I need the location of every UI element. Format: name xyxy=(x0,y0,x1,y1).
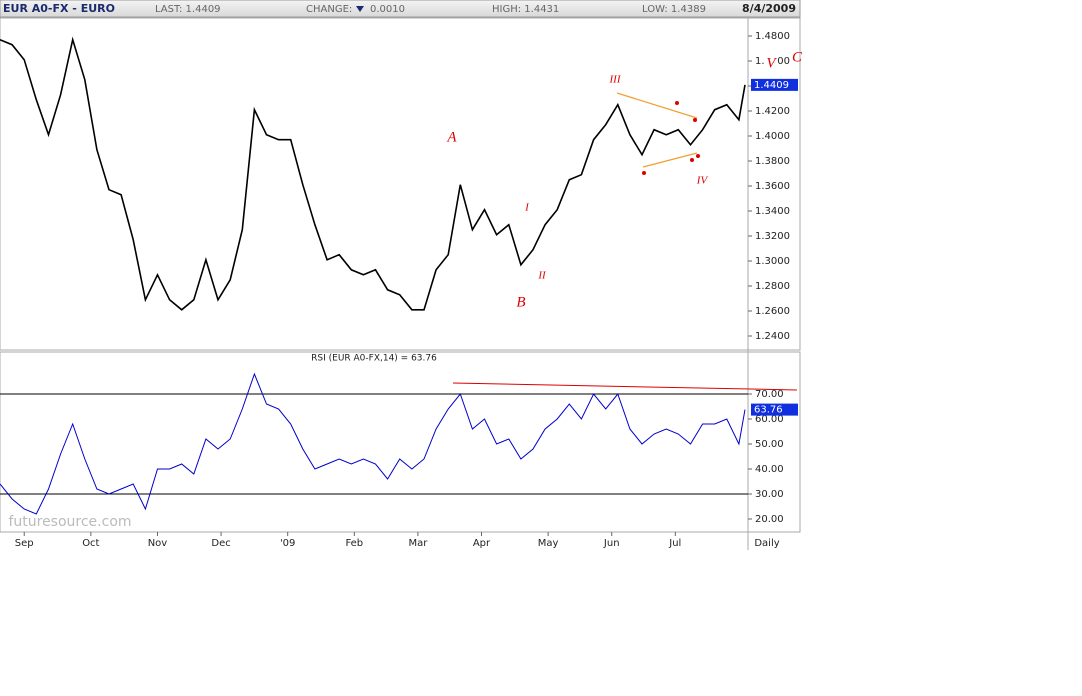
drawings xyxy=(452,92,798,391)
annotation: I xyxy=(524,202,530,214)
y-tick-label: 1.2400 xyxy=(755,331,790,342)
annotation-bg xyxy=(765,57,777,71)
annotation: IV xyxy=(696,175,709,187)
y-tick-label: 1.3200 xyxy=(755,231,790,242)
change: CHANGE: xyxy=(306,4,352,15)
date: 8/4/2009 xyxy=(742,2,796,15)
y-tick-label: 1.4800 xyxy=(755,31,790,42)
x-axis-label: Daily xyxy=(754,538,779,549)
last-value-tag xyxy=(751,403,798,416)
annotation: III xyxy=(609,74,622,86)
annotation: C xyxy=(792,49,803,65)
last-value-label: 63.76 xyxy=(754,405,783,416)
last-value-tag xyxy=(751,78,798,91)
y-tick-label: 20.00 xyxy=(755,514,784,525)
last-value-label: 1.4409 xyxy=(754,80,789,91)
y-tick-label: 1.3800 xyxy=(755,156,790,167)
price-panel xyxy=(0,17,801,351)
x-tick-label: Apr xyxy=(473,538,491,549)
annotation: II xyxy=(537,270,547,282)
x-tick-label: Mar xyxy=(408,538,428,549)
panel-title: RSI (EUR A0-FX,14) = 63.76 xyxy=(311,354,437,364)
change-value: 0.0010 xyxy=(370,4,405,15)
y-tick-label: 1.4000 xyxy=(755,131,790,142)
series-line xyxy=(0,36,746,311)
annotation: A xyxy=(446,129,457,145)
pivot-dot xyxy=(690,158,694,162)
x-tick-label: Feb xyxy=(345,538,363,549)
y-tick-label: 60.00 xyxy=(755,414,784,425)
high: HIGH: 1.4431 xyxy=(492,4,559,15)
symbol: EUR A0-FX - EURO xyxy=(3,2,115,15)
header-bar xyxy=(0,0,801,18)
y-tick-label: 1.3000 xyxy=(755,256,790,267)
y-tick-label: 70.00 xyxy=(755,389,784,400)
x-tick-label: Jul xyxy=(668,538,681,549)
y-tick-label: 1.3400 xyxy=(755,206,790,217)
annotation: B xyxy=(516,294,525,310)
x-tick-label: '09 xyxy=(280,538,295,549)
y-tick-label: 50.00 xyxy=(755,439,784,450)
x-tick-label: May xyxy=(538,538,559,549)
y-tick-label: 1.4200 xyxy=(755,106,790,117)
x-tick-label: Dec xyxy=(211,538,230,549)
annotation: V xyxy=(766,55,777,71)
rsi-trendline xyxy=(452,382,798,391)
y-tick-label: 1.2800 xyxy=(755,281,790,292)
series-line xyxy=(0,372,746,515)
pivot-dot xyxy=(642,171,646,175)
x-tick-label: Jun xyxy=(603,538,620,549)
pivot-dot xyxy=(675,101,679,105)
trendline xyxy=(616,92,698,119)
low: LOW: 1.4389 xyxy=(642,4,706,15)
x-tick-label: Sep xyxy=(15,538,34,549)
watermark: futuresource.com xyxy=(8,514,131,530)
pivot-dot xyxy=(696,154,700,158)
rsi-panel xyxy=(0,351,801,533)
y-tick-label: 1.2600 xyxy=(755,306,790,317)
y-tick-label: 40.00 xyxy=(755,464,784,475)
x-tick-label: Nov xyxy=(148,538,168,549)
trendline xyxy=(642,152,698,168)
pivot-dot xyxy=(693,118,697,122)
y-tick-label: 1.3600 xyxy=(755,181,790,192)
last: LAST: 1.4409 xyxy=(155,4,221,15)
y-tick-label: 30.00 xyxy=(755,489,784,500)
x-tick-label: Oct xyxy=(82,538,99,549)
down-arrow xyxy=(356,6,364,12)
